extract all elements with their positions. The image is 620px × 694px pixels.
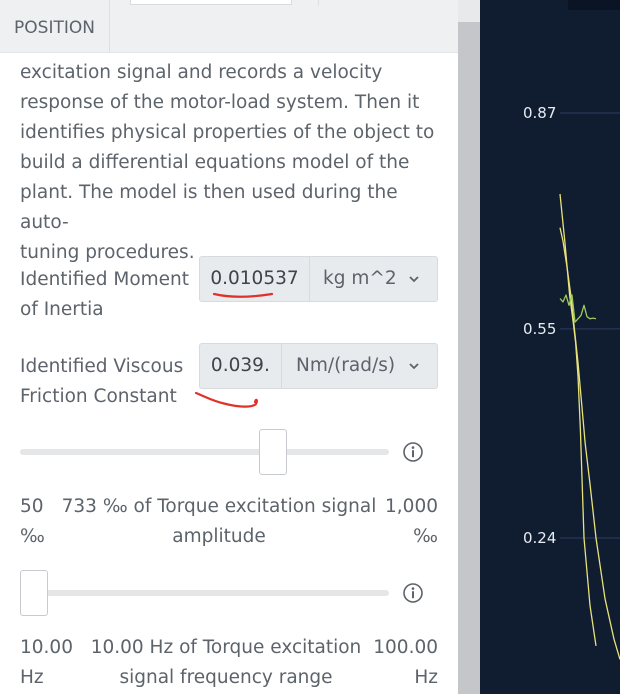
description-line: build a differential equations model of … — [20, 152, 410, 173]
settings-panel: POSITION excitation signal and records a… — [0, 0, 458, 693]
response-chart: 0.87 0.55 0.24 — [480, 0, 620, 694]
panel-scrollbar[interactable] — [458, 0, 480, 694]
chevron-down-icon[interactable] — [408, 274, 420, 284]
y-tick-label: 0.55 — [523, 320, 556, 338]
chevron-down-icon[interactable] — [408, 361, 420, 371]
amplitude-caption-line: 733 ‰ of Torque excitation signal — [61, 496, 377, 517]
amplitude-caption: 733 ‰ of Torque excitation signal amplit… — [60, 492, 378, 552]
inertia-value-field[interactable]: 0.010537 — [200, 257, 310, 301]
scrollbar-top — [458, 0, 480, 22]
amplitude-min-label: 50 ‰ — [20, 492, 45, 552]
red-underline-mark — [212, 292, 274, 298]
y-tick-label: 0.24 — [523, 529, 556, 547]
amplitude-min-unit: ‰ — [20, 526, 45, 547]
frequency-min-value: 10.00 — [20, 637, 73, 658]
amplitude-caption-line: amplitude — [172, 526, 266, 547]
chart-svg: 0.87 0.55 0.24 — [523, 0, 620, 660]
inertia-unit-select[interactable]: kg m^2 — [323, 268, 397, 289]
frequency-max-label: 100.00 Hz — [368, 633, 438, 693]
inertia-label-line: of Inertia — [20, 299, 104, 320]
tab-divider — [318, 0, 319, 6]
frequency-caption-line: 10.00 Hz of Torque excitation — [90, 637, 362, 658]
amplitude-max-unit: ‰ — [413, 526, 438, 547]
friction-value-field[interactable]: 0.039․ — [200, 344, 282, 388]
amplitude-max-label: 1,000 ‰ — [378, 492, 438, 552]
amplitude-min-value: 50 — [20, 496, 44, 517]
description-line: identifies physical properties of the ob… — [20, 122, 435, 143]
frequency-caption: 10.00 Hz of Torque excitation signal fre… — [78, 633, 374, 693]
amplitude-slider-thumb[interactable] — [258, 429, 287, 475]
amplitude-max-value: 1,000 — [385, 496, 438, 517]
inertia-input-group: 0.010537 kg m^2 — [199, 256, 438, 302]
active-tab-edge[interactable] — [130, 0, 292, 5]
frequency-caption-line: signal frequency range — [119, 667, 333, 688]
info-icon[interactable] — [402, 582, 424, 604]
red-squiggle-mark — [194, 391, 258, 408]
inertia-label: Identified Moment of Inertia — [20, 265, 189, 325]
frequency-slider-thumb[interactable] — [20, 570, 48, 616]
frequency-min-unit: Hz — [20, 667, 44, 688]
chart-series-line — [559, 193, 597, 646]
amplitude-slider-track[interactable] — [20, 449, 389, 455]
friction-label-line: Identified Viscous — [20, 356, 184, 377]
chart-series-line — [559, 294, 597, 323]
description-line: tuning procedures. — [20, 242, 195, 263]
description-line: excitation signal and records a velocity — [20, 62, 383, 83]
tab-bar: POSITION — [0, 0, 458, 53]
friction-input-group: 0.039․ Nm/(rad/s) — [199, 343, 438, 389]
description-line: response of the motor-load system. Then … — [20, 92, 420, 113]
friction-label-line: Friction Constant — [20, 386, 177, 407]
chart-top-strip — [568, 0, 620, 10]
frequency-max-value: 100.00 — [373, 637, 438, 658]
y-tick-label: 0.87 — [523, 104, 556, 122]
description-line: plant. The model is then used during the… — [20, 182, 398, 233]
tab-position[interactable]: POSITION — [0, 0, 110, 52]
description-text: excitation signal and records a velocity… — [20, 58, 440, 268]
info-icon[interactable] — [402, 441, 424, 463]
frequency-slider-track[interactable] — [20, 590, 389, 596]
friction-unit-select[interactable]: Nm/(rad/s) — [296, 355, 396, 376]
inertia-label-line: Identified Moment — [20, 269, 190, 290]
frequency-min-label: 10.00 Hz — [20, 633, 73, 693]
frequency-max-unit: Hz — [414, 667, 438, 688]
friction-label: Identified Viscous Friction Constant — [20, 352, 183, 412]
